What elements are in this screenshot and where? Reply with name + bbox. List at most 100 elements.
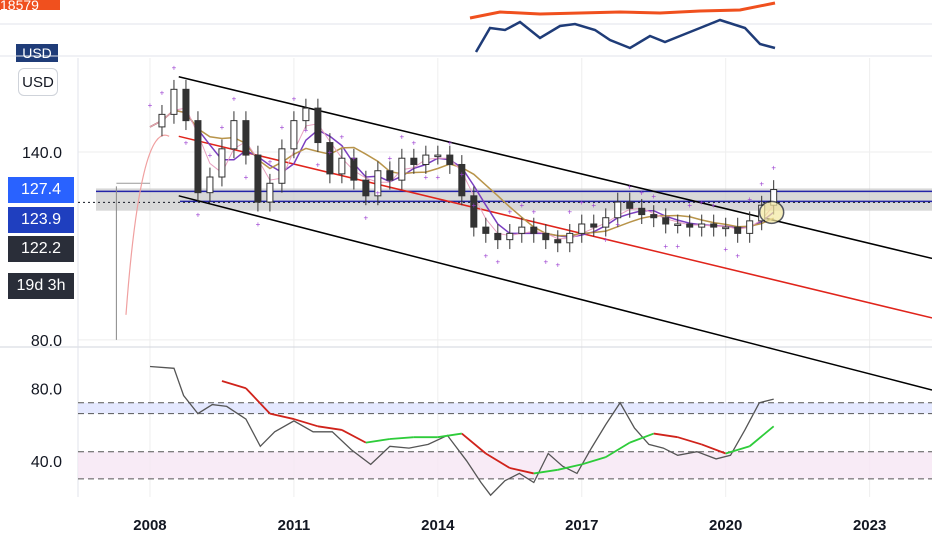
candle-body [338,157,346,175]
rsi-ma-segment [221,380,247,390]
sar-marker: + [435,173,440,182]
candle-body [494,232,502,241]
price-tag-low: 122.2 [8,236,74,262]
candle-body [698,223,706,228]
rsi-ma-segment [629,432,655,444]
sar-marker: + [400,132,405,141]
mini-panel-top-label: 18579 [0,0,39,10]
rsi-ma-segment [653,432,678,439]
rsi-ma-segment [533,468,558,475]
sar-marker: + [555,261,560,270]
candle-body [362,179,370,197]
candle-body [218,148,226,178]
rsi-ma-segment [245,387,271,415]
sar-marker: + [232,95,237,104]
x-tick-label: 2011 [278,517,311,534]
y-tick-label: 140.0 [22,145,62,162]
candle-body [446,154,454,165]
sar-marker: + [268,157,273,166]
sar-marker: + [148,101,153,110]
highlight-circle [758,200,785,225]
sar-marker: + [543,258,548,267]
candle-body [734,226,742,234]
candle-body [158,113,166,128]
price-tag-resistance: 127.4 [8,177,74,203]
sar-marker: + [459,170,464,179]
candle-body [398,157,406,181]
x-tick-label: 2020 [709,517,742,534]
rsi-ma-segment [461,432,487,455]
candle-body [170,88,178,115]
candle-body [350,157,358,181]
rsi-ma-segment [389,436,414,440]
sar-marker: + [663,242,668,251]
candle-body [374,170,382,197]
sar-marker: + [172,63,177,72]
sar-marker: + [771,164,776,173]
mini-panel-sub-label: USD [18,9,46,24]
sar-marker: + [591,201,596,210]
candle-body [614,201,622,219]
candle-body [518,226,526,234]
x-tick-label: 2014 [421,517,455,534]
sar-marker: + [735,251,740,260]
mini-panel-second-label: USD [22,45,52,61]
x-tick-label: 2008 [133,517,166,534]
mini-panel-second-line [474,18,776,53]
x-tick-label: 2017 [565,517,598,534]
rsi-band [78,402,932,414]
sar-marker: + [196,211,201,220]
sar-marker: + [675,242,680,251]
sar-marker: + [531,207,536,216]
candle-body [290,120,298,150]
countdown-tag: 19d 3h [8,273,74,299]
sar-marker: + [447,139,452,148]
sar-marker: + [388,154,393,163]
rsi-ma-segment [317,425,343,431]
candle-body [530,226,538,234]
sar-marker: + [328,148,333,157]
candle-body [674,223,682,226]
sar-marker: + [651,192,656,201]
sar-marker: + [711,201,716,210]
candle-body [254,154,262,203]
sar-marker: + [699,198,704,207]
mini-panel-top [0,0,932,10]
sar-marker: + [184,139,189,148]
sar-marker: + [376,189,381,198]
sar-marker: + [723,245,728,254]
rsi-ma-segment [605,441,631,458]
sar-marker: + [615,220,620,229]
rsi-ma-segment [581,456,607,466]
candle-body [566,232,574,244]
candle-body [590,223,598,228]
rsi-ma-segment [485,452,511,469]
sar-marker: + [687,201,692,210]
candle-body [410,157,418,165]
mini-panel-top-line [469,1,776,20]
rsi-ma-segment [341,429,367,444]
sar-marker: + [603,236,608,245]
rsi-ma-segment [725,445,750,455]
sar-marker: + [627,182,632,191]
candle-body [266,182,274,203]
rsi-ma-segment [749,425,775,447]
sar-marker: + [567,207,572,216]
sar-marker: + [280,123,285,132]
sar-marker: + [292,95,297,104]
sar-marker: + [759,179,764,188]
sar-marker: + [639,189,644,198]
sar-marker: + [160,88,165,97]
sar-marker: + [483,251,488,260]
candle-body [626,201,634,209]
candle-body [542,232,550,241]
rsi-y-tick-label: 40.0 [31,454,62,471]
currency-button[interactable]: USD [18,68,58,96]
candle-body [746,220,754,234]
rsi-ma-segment [269,412,295,420]
sar-marker: + [412,139,417,148]
channel-upper-line [178,76,932,260]
candle-body [302,107,310,122]
candle-body [326,142,334,175]
candle-body [230,120,238,150]
